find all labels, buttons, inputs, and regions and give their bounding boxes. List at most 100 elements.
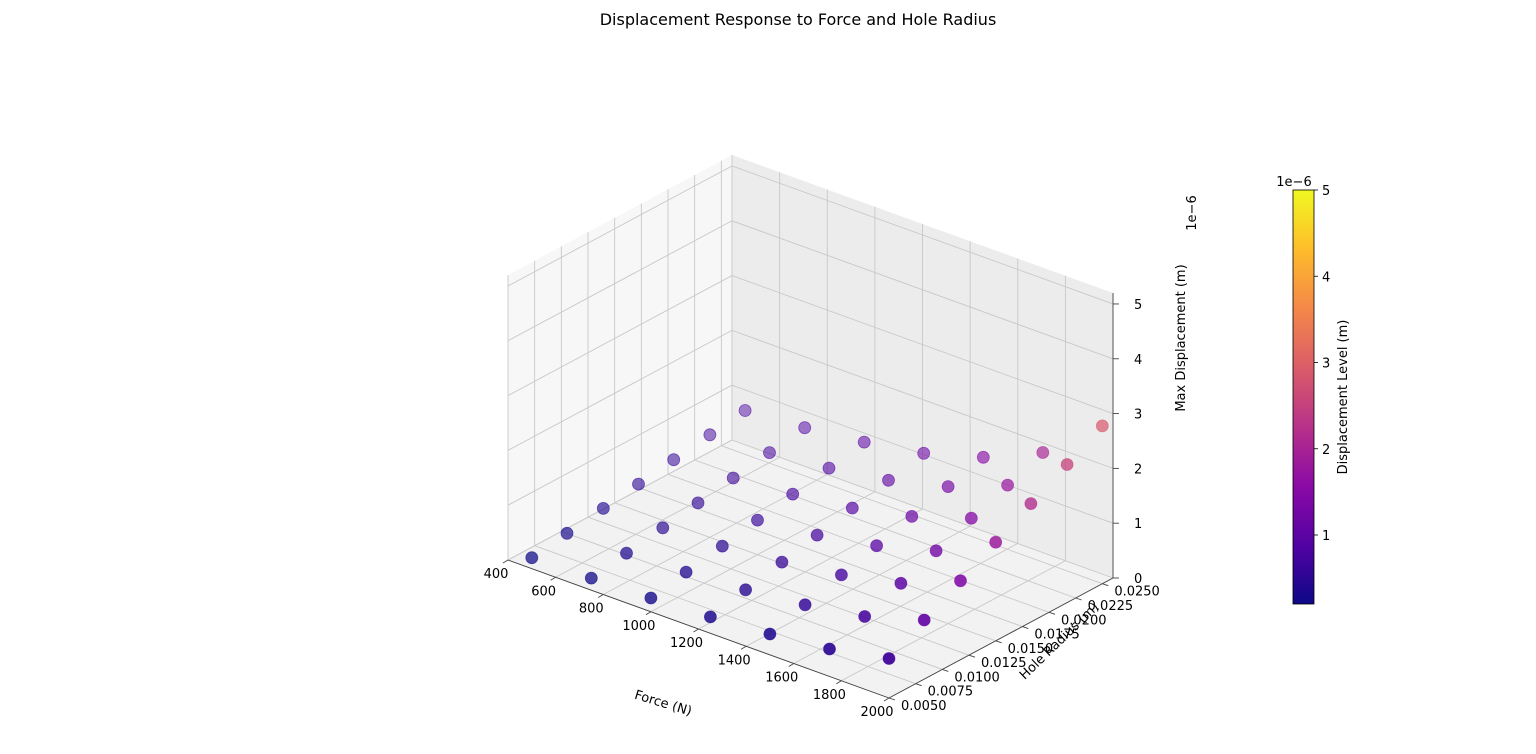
scatter-point	[917, 446, 931, 460]
x-tick-mark	[645, 611, 652, 616]
y-grid-floor	[614, 502, 996, 642]
y-grid-floor	[534, 545, 916, 685]
scatter-point	[870, 539, 883, 553]
y-tick-mark	[968, 654, 976, 658]
z-tick-label: 2	[1134, 462, 1142, 477]
colorbar-tick-label: 2	[1322, 443, 1330, 458]
scatter-point	[976, 450, 990, 464]
y-grid-floor	[667, 473, 1050, 613]
colorbar-gradient	[1292, 189, 1315, 605]
scatter-point	[1060, 458, 1074, 471]
x-tick-mark	[883, 697, 890, 702]
scatter-point	[739, 583, 752, 597]
z-tick-label: 3	[1134, 408, 1142, 423]
x-tick-label: 800	[579, 602, 604, 617]
scatter-point	[929, 544, 943, 558]
scatter-point	[667, 453, 681, 467]
scatter-point	[845, 501, 859, 515]
y-tick-label: 0.0125	[981, 656, 1027, 671]
scatter-point	[620, 546, 633, 560]
z-tick-label: 1	[1134, 517, 1142, 532]
scatter-point	[810, 528, 824, 542]
x-tick-mark	[740, 645, 747, 650]
y-tick-label: 0.0150	[1008, 642, 1054, 657]
scatter-point	[751, 513, 764, 527]
scatter-point	[715, 539, 729, 553]
z-grid-back	[731, 275, 1114, 415]
scatter-point	[584, 571, 598, 585]
colorbar-ticks: 1 2 3 4 5	[1314, 184, 1330, 544]
z-axis-offset-label: 1e−6	[1185, 195, 1200, 230]
y-tick-mark	[942, 669, 949, 672]
z-grid-back	[731, 329, 1114, 469]
z-grid-left	[507, 165, 733, 287]
scatter-point	[1036, 446, 1050, 459]
x-tick-label: 1000	[622, 619, 655, 634]
x-tick-mark	[788, 663, 794, 667]
y-tick-mark	[1102, 583, 1109, 587]
x-tick-label: 2000	[860, 705, 893, 720]
scatter-point	[989, 535, 1003, 549]
y-tick-label: 0.0050	[901, 699, 947, 714]
scatter-point	[798, 421, 812, 435]
scatter-point	[882, 473, 895, 487]
z-tick-label: 5	[1134, 298, 1142, 313]
scatter-point	[917, 613, 931, 627]
x-tick-mark	[550, 576, 556, 581]
scatter-point	[823, 642, 836, 656]
y-tick-mark	[888, 697, 896, 701]
scatter-point	[822, 461, 836, 475]
scatter-point	[704, 610, 717, 624]
colorbar-tick-label: 4	[1322, 270, 1330, 285]
z-grid-left	[507, 384, 733, 506]
colorbar-label: Displacement Level (m)	[1336, 320, 1351, 475]
scatter-point	[882, 652, 896, 665]
scatter-point	[894, 576, 908, 590]
y-tick-mark	[1048, 611, 1056, 615]
y-tick-mark	[915, 683, 922, 687]
x-tick-label: 1600	[765, 671, 798, 686]
scatter-point	[691, 496, 705, 510]
colorbar: 1 2 3 4 5 1e−6 Displacement Level (m)	[1276, 175, 1351, 605]
scatter-point	[786, 487, 800, 501]
x-axis-label: Force (N)	[633, 688, 694, 720]
scatter-point	[726, 471, 740, 485]
scatter-point	[1024, 497, 1038, 511]
colorbar-tick-label: 3	[1322, 357, 1330, 372]
scatter-point	[857, 435, 871, 449]
scatter-point	[644, 591, 658, 605]
scatter-point	[905, 510, 919, 523]
y-tick-label: 0.0075	[928, 685, 974, 700]
z-axis-label: Max Displacement (m)	[1174, 264, 1189, 411]
y-tick-label: 0.0100	[954, 670, 1000, 685]
scatter-point	[596, 501, 610, 515]
z-grid-back	[731, 165, 1114, 305]
scatter-point	[964, 511, 978, 525]
scatter-point	[679, 565, 693, 579]
z-tick-label: 0	[1134, 572, 1142, 587]
y-grid-floor	[694, 459, 1076, 599]
x-tick-label: 600	[531, 584, 556, 599]
y-tick-label: 0.0175	[1034, 628, 1080, 643]
scatter-point	[632, 477, 645, 491]
y-tick-mark	[1075, 597, 1082, 601]
scatter-point	[703, 428, 717, 442]
scatter-point	[1095, 419, 1109, 433]
colorbar-tick-label: 1	[1322, 529, 1330, 544]
z-grid-left	[507, 439, 733, 561]
z-tick-label: 4	[1134, 353, 1142, 368]
scatter-point	[941, 480, 955, 494]
scatter-point	[835, 568, 848, 582]
y-tick-mark	[1022, 626, 1029, 629]
scatter-point	[560, 526, 574, 540]
x-tick-label: 400	[484, 567, 509, 582]
z-grid-left	[507, 275, 733, 396]
y-grid-floor	[587, 516, 970, 656]
x-tick-mark	[836, 680, 842, 685]
z-grid-left	[507, 329, 733, 451]
scatter-point	[954, 574, 967, 588]
scatter-point	[656, 521, 670, 535]
y-tick-label: 0.0250	[1114, 585, 1160, 600]
